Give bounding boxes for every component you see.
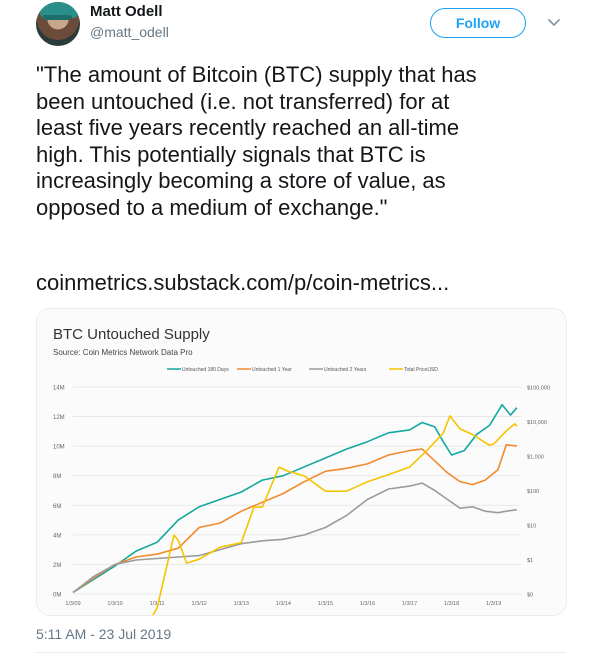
series-line <box>152 415 518 615</box>
legend-label: Untouched 1 Year <box>252 367 292 373</box>
legend-label: Untouched 180 Days <box>182 367 229 373</box>
legend-label: Total PriceUSD <box>404 367 438 373</box>
chart-subtitle: Source: Coin Metrics Network Data Pro <box>53 348 193 357</box>
divider <box>36 652 566 653</box>
x-tick-label: 1/3/14 <box>276 601 291 607</box>
x-tick-label: 1/3/10 <box>107 601 122 607</box>
x-tick-label: 1/3/11 <box>150 601 165 607</box>
x-tick-label: 1/3/09 <box>65 601 80 607</box>
y-left-tick-label: 4M <box>53 533 61 539</box>
x-tick-label: 1/3/16 <box>360 601 375 607</box>
author-handle[interactable]: @matt_odell <box>90 24 169 40</box>
y-right-tick-label: $10 <box>527 524 536 530</box>
tweet-header: Matt Odell @matt_odell Follow <box>36 0 576 48</box>
series-line <box>72 482 517 594</box>
chart-card[interactable]: BTC Untouched Supply Source: Coin Metrics… <box>36 308 567 616</box>
y-left-tick-label: 14M <box>53 386 65 392</box>
y-right-tick-label: $1 <box>527 558 533 564</box>
follow-button[interactable]: Follow <box>430 8 526 38</box>
author-name[interactable]: Matt Odell <box>90 3 163 20</box>
y-left-tick-label: 0M <box>53 593 61 599</box>
tweet-timestamp[interactable]: 5:11 AM - 23 Jul 2019 <box>36 626 172 642</box>
y-left-tick-label: 6M <box>53 504 61 510</box>
chart: BTC Untouched Supply Source: Coin Metrics… <box>53 326 550 615</box>
x-tick-label: 1/3/12 <box>192 601 207 607</box>
series-line <box>72 443 517 594</box>
tweet-text: "The amount of Bitcoin (BTC) supply that… <box>36 62 477 220</box>
y-right-tick-label: $0 <box>527 593 533 599</box>
y-left-tick-label: 12M <box>53 415 65 421</box>
avatar-brim <box>42 15 72 20</box>
y-right-tick-label: $1,000 <box>527 455 544 461</box>
x-tick-label: 1/3/17 <box>402 601 417 607</box>
tweet-link[interactable]: coinmetrics.substack.com/p/coin-metrics.… <box>36 270 450 295</box>
y-right-tick-label: $100,000 <box>527 386 550 392</box>
y-left-tick-label: 10M <box>53 445 65 451</box>
avatar[interactable] <box>36 2 80 46</box>
x-tick-label: 1/3/19 <box>486 601 501 607</box>
avatar-cap <box>40 2 78 18</box>
y-right-tick-label: $100 <box>527 489 539 495</box>
x-tick-label: 1/3/15 <box>318 601 333 607</box>
y-left-tick-label: 8M <box>53 474 61 480</box>
y-left-tick-label: 2M <box>53 563 61 569</box>
chevron-down-icon[interactable] <box>544 12 564 32</box>
chart-title: BTC Untouched Supply <box>53 326 210 343</box>
x-tick-label: 1/3/13 <box>234 601 249 607</box>
legend-label: Untouched 2 Years <box>324 367 367 373</box>
y-right-tick-label: $10,000 <box>527 420 547 426</box>
series-line <box>72 403 518 594</box>
x-tick-label: 1/3/18 <box>444 601 459 607</box>
